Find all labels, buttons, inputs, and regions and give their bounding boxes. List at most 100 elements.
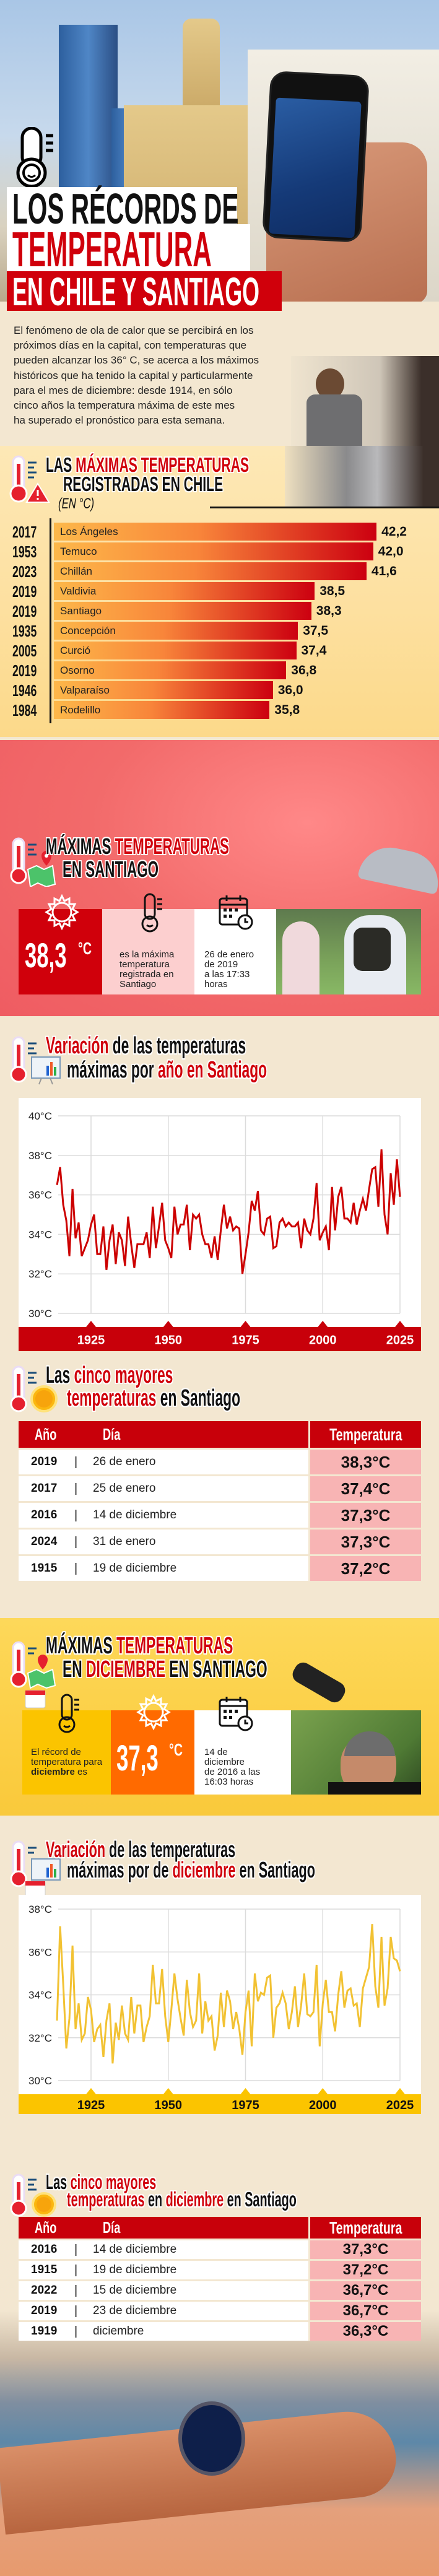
header-cell: Año Día <box>19 1421 308 1448</box>
december-chart: 30°C 32°C 34°C 36°C 38°C 1925 1950 1975 2000 2025 <box>19 1895 421 2114</box>
intro-line: ha superado el pronóstico para esta sema… <box>14 414 225 427</box>
row-day: 15 de diciembre <box>93 2284 177 2297</box>
bar-city-label: Valparaíso <box>60 684 110 696</box>
desc-text: El récord de temperatura para <box>31 1747 103 1767</box>
desc-line: temperatura <box>120 959 170 970</box>
bar-city-label: Osorno <box>60 664 95 676</box>
title-part-highlight: temperaturas <box>67 2188 145 2211</box>
y-tick-label: 30°C <box>28 1308 52 1320</box>
intro-line: El fenómeno de ola de calor que se perci… <box>14 324 254 336</box>
row-temperature-cell: 37,3°C <box>308 1503 421 1528</box>
bar-city-label: Rodelillo <box>60 704 101 716</box>
table-row: 2016 | 14 de diciembre 37,3°C <box>19 2239 421 2259</box>
photo-boy-drinking <box>291 356 439 446</box>
divider-line <box>210 507 439 508</box>
row-year: 1915 <box>31 2263 58 2276</box>
desc-line: es la máxima <box>120 949 175 960</box>
row-separator: | <box>74 2242 78 2256</box>
x-tick-marker <box>86 1321 96 1327</box>
photo-man-shirt <box>328 1782 421 1795</box>
row-temperature: 37,3°C <box>342 2241 389 2258</box>
december-max-title-line2: EN DICIEMBRE EN SANTIAGO <box>63 1658 267 1681</box>
date-line: de 2016 a las <box>204 1767 261 1777</box>
thermometer-map-icon <box>7 837 56 890</box>
row-day: 14 de diciembre <box>93 2243 177 2256</box>
row-temperature-cell: 36,3°C <box>308 2322 421 2341</box>
table-header: Año Día Temperatura <box>19 1421 421 1448</box>
row-temperature: 36,7°C <box>342 2302 389 2319</box>
x-tick-label: 1950 <box>155 1334 183 1347</box>
photo-mother-daughter-umbrella <box>276 909 421 994</box>
bar: Valparaíso <box>54 681 273 699</box>
top5-title-line1: Las cinco mayores <box>46 1362 173 1388</box>
x-tick-label: 1975 <box>232 2099 259 2112</box>
bar-value-label: 36,0 <box>277 683 303 697</box>
row-temperature: 37,2°C <box>342 2261 389 2278</box>
santiago-desc-box: es la máxima temperatura registrada en S… <box>102 909 194 994</box>
thermometer-chart-icon <box>7 1036 63 1089</box>
santiago-max-desc: es la máxima temperatura registrada en S… <box>120 950 174 990</box>
header-year: Año <box>35 1425 57 1443</box>
x-tick-marker <box>318 1321 328 1327</box>
title-part: EN <box>63 1656 87 1682</box>
bar: Concepción <box>54 622 298 640</box>
bar: Temuco <box>54 542 373 560</box>
thermometer-warning-icon <box>7 455 54 508</box>
photo-girl <box>282 921 319 994</box>
table-row: 2019 | 26 de enero 38,3°C <box>19 1448 421 1474</box>
bar-year-label: 2023 <box>12 562 37 581</box>
photo-boy-head <box>316 368 344 399</box>
santiago-max-title-line1: MÁXIMAS TEMPERATURAS <box>46 833 229 859</box>
bar-chart-axis <box>50 518 51 723</box>
x-tick-marker <box>395 2088 405 2094</box>
bar-value-label: 36,8 <box>291 663 317 677</box>
row-temperature-cell: 37,2°C <box>308 1556 421 1581</box>
row-cell: 2019 | 23 de diciembre <box>19 2302 308 2320</box>
table-row: 2022 | 15 de diciembre 36,7°C <box>19 2279 421 2300</box>
x-tick-marker <box>163 2088 173 2094</box>
bar: Chillán <box>54 562 367 580</box>
photo-man-hair <box>344 1731 395 1756</box>
x-tick-marker <box>86 2088 96 2094</box>
row-cell: 1915 | 19 de diciembre <box>19 2261 308 2279</box>
december-chart-svg: 30°C 32°C 34°C 36°C 38°C 1925 1950 1975 2000 2025 <box>19 1904 421 2114</box>
title-part: MÁXIMAS <box>46 833 115 859</box>
santiago-max-value: 38,3 <box>25 936 67 975</box>
row-cell: 1915 | 19 de diciembre <box>19 1556 308 1581</box>
bar-year-label: 2019 <box>12 661 37 680</box>
row-year: 2022 <box>31 2284 58 2297</box>
row-year: 2016 <box>31 1508 58 1521</box>
december-chart-title-line2: máximas por de diciembre en Santiago <box>67 1859 315 1881</box>
title-part: máximas por <box>67 1057 158 1083</box>
phone-screen <box>269 97 362 238</box>
intro-line: cinco años la temperatura máxima de este… <box>14 399 235 412</box>
title-part: EN SANTIAGO <box>165 1656 267 1682</box>
intro-line: pueden alcanzar los 36° C, se acerca a l… <box>14 354 259 367</box>
row-day: 23 de diciembre <box>93 2304 177 2317</box>
title-part: LAS <box>46 453 76 476</box>
intro-paragraph: El fenómeno de ola de calor que se perci… <box>14 323 292 428</box>
table-row: 1919 | diciembre 36,3°C <box>19 2320 421 2341</box>
title-part-highlight: cinco mayores <box>70 2170 157 2193</box>
bar-value-label: 42,2 <box>381 524 407 539</box>
row-separator: | <box>74 1534 78 1549</box>
y-tick-label: 40°C <box>28 1110 52 1122</box>
date-line: horas <box>204 979 228 990</box>
title-part-highlight: diciembre <box>165 2188 224 2211</box>
december-max-date: 14 de diciembre de 2016 a las 16:03 hora… <box>204 1747 260 1787</box>
table-row: 2024 | 31 de enero 37,3°C <box>19 1528 421 1554</box>
bar-value-label: 35,8 <box>274 703 300 717</box>
photo-skyscraper <box>59 25 118 211</box>
photo-man-pouring-water <box>291 1710 421 1795</box>
row-cell: 2017 | 25 de enero <box>19 1476 308 1501</box>
row-year: 2019 <box>31 2304 58 2317</box>
title-part-highlight: cinco mayores <box>74 1362 173 1388</box>
thermometer-face-icon <box>14 126 63 192</box>
bar-value-label: 37,4 <box>301 643 327 658</box>
row-year: 2017 <box>31 1482 58 1495</box>
row-year: 2024 <box>31 1535 58 1548</box>
annual-chart-title-line2: máximas por año en Santiago <box>67 1058 267 1082</box>
title-box-2 <box>7 224 250 272</box>
chile-records-title-line2: REGISTRADAS EN CHILE <box>63 472 224 495</box>
header-day: Día <box>103 2218 121 2237</box>
